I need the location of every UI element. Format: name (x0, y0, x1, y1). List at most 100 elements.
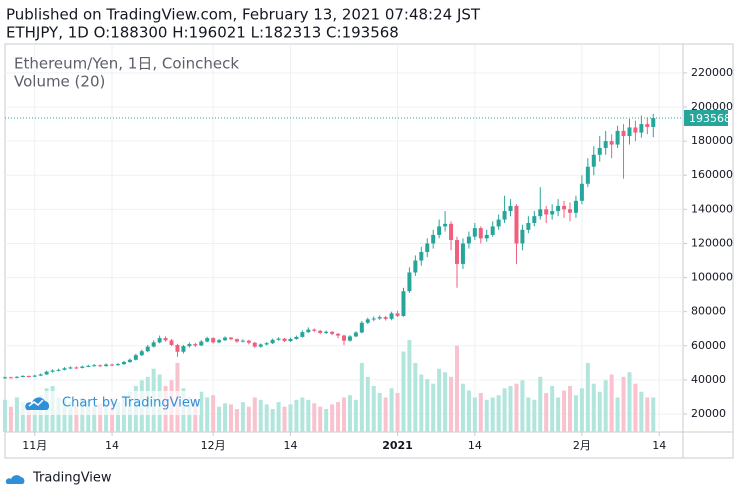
symbol-line: ETHJPY, 1D O:188300 H:196021 L:182313 C:… (6, 24, 399, 42)
volume-bar (330, 404, 335, 432)
candle-body (300, 332, 305, 337)
volume-bar (639, 391, 644, 432)
candle-body (270, 339, 275, 344)
candle-body (496, 219, 501, 227)
candle-body (50, 370, 55, 372)
volume-bar (98, 403, 103, 432)
candle-body (116, 364, 120, 366)
candle-body (353, 332, 358, 337)
chart-frame (4, 43, 734, 459)
volume-bar (211, 395, 216, 432)
candle-body (478, 228, 483, 239)
volume-bar (318, 406, 323, 432)
candle-body (110, 364, 115, 366)
volume-bar (520, 380, 525, 432)
candle-body (282, 338, 287, 342)
volume-bar (246, 406, 251, 432)
candle-body (377, 317, 382, 319)
y-tick-label: 100000 (691, 271, 733, 284)
y-tick-label: 200000 (691, 100, 733, 113)
volume-bar (377, 392, 382, 432)
candle-body (627, 127, 632, 137)
volume-bar (383, 397, 388, 432)
candle-body (199, 341, 204, 346)
candle-body (562, 205, 567, 210)
volume-bar (443, 372, 448, 432)
candle-body (383, 317, 388, 319)
candle-body (342, 335, 346, 341)
volume-bar (26, 404, 31, 432)
volume-bar (359, 363, 364, 432)
candle-body (472, 228, 477, 237)
candle-body (544, 209, 549, 215)
candle-body (187, 344, 192, 347)
candle-body (639, 124, 644, 133)
volume-bar (508, 386, 513, 432)
y-tick-label: 140000 (691, 202, 733, 215)
volume-bar (449, 376, 454, 432)
volume-bar (562, 390, 567, 432)
volume-bar (68, 402, 73, 432)
watermark-bg (20, 391, 200, 415)
candle-body (419, 251, 424, 261)
candle-body (449, 223, 454, 241)
candle-body (246, 340, 251, 343)
candle-body (526, 222, 531, 230)
candle-body (532, 216, 537, 223)
volume-bar (645, 397, 650, 432)
candle-body (490, 226, 495, 235)
candle-body (401, 291, 406, 316)
candle-body (14, 376, 19, 378)
candle-body (229, 337, 233, 340)
legend-symbol: Ethereum/Yen, 1日, Coincheck (14, 55, 239, 73)
candle-body (62, 368, 67, 370)
candle-body (294, 336, 299, 339)
candle-body (389, 313, 394, 319)
x-tick-label: 14 (283, 439, 297, 452)
grid (5, 44, 683, 432)
candle-body (585, 166, 590, 184)
candle-body (455, 240, 459, 264)
volume-bar (550, 386, 555, 432)
candle-body (92, 365, 97, 367)
y-tick-label: 60000 (691, 339, 726, 352)
candle-body (443, 223, 448, 227)
volume-bar (466, 390, 471, 432)
candle-body (431, 234, 436, 244)
candle-body (324, 331, 329, 333)
candle-body (151, 342, 156, 347)
candle-body (223, 337, 228, 341)
footer-icon (5, 475, 25, 484)
volume-bar (217, 406, 222, 432)
volume-bar (615, 397, 620, 432)
x-tick-label: 14 (468, 439, 482, 452)
volume-bar (240, 402, 245, 432)
volume-bar (116, 402, 120, 432)
volume-bar (407, 340, 412, 432)
volume-bar (276, 402, 281, 432)
candle-body (460, 243, 465, 264)
volume-bar (579, 388, 584, 432)
volume-bar (395, 392, 400, 432)
volume-bar (288, 404, 293, 432)
candle-body (86, 365, 91, 367)
candle-body (205, 338, 210, 342)
candle-body (359, 322, 364, 333)
volume-bar (496, 395, 501, 432)
volume-bar (472, 397, 477, 432)
volume-bar (431, 383, 436, 432)
y-tick-label: 160000 (691, 168, 733, 181)
volume-bar (437, 368, 442, 432)
volume-bar (282, 406, 287, 432)
candle-body (38, 374, 43, 376)
candle-body (425, 243, 430, 252)
candle-body (615, 130, 620, 145)
candle-body (573, 200, 578, 213)
candle-body (26, 375, 31, 377)
volume-bar (455, 345, 459, 432)
volume-bar (425, 379, 430, 432)
volume-bar (8, 406, 13, 432)
candle-body (621, 130, 626, 137)
volume-bar (597, 391, 602, 432)
